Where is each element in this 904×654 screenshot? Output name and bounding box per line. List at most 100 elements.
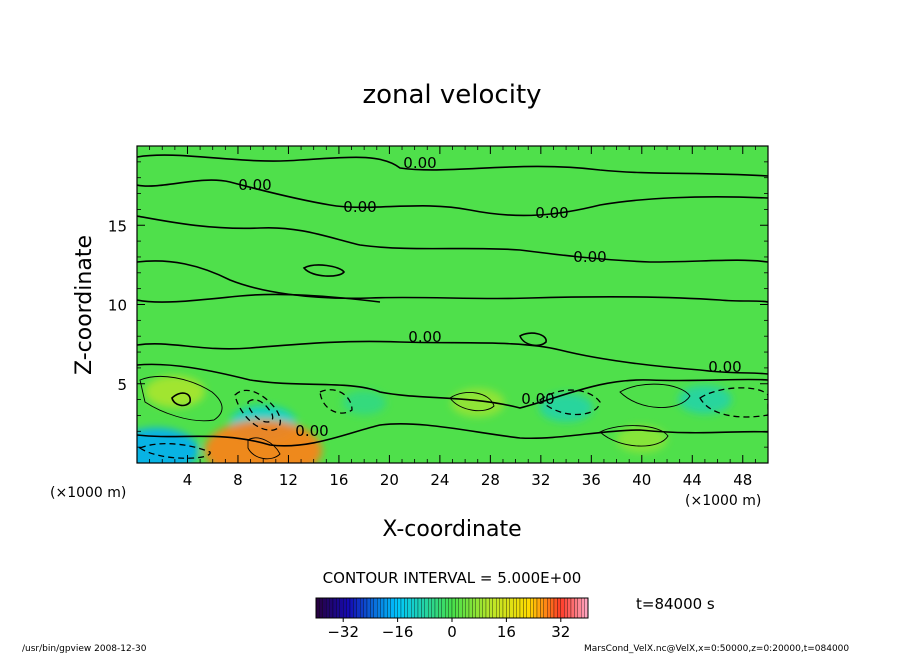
x-axis: 4 8 12 16 20 24 28 32 36 40 44 48 [149, 146, 756, 489]
colorbar-cell [560, 597, 565, 619]
colorbar-cell [564, 597, 568, 619]
footer-right: MarsCond_VelX.nc@VelX,x=0:50000,z=0:2000… [584, 644, 849, 654]
colorbar-cell [387, 597, 391, 619]
colorbar-cell [485, 597, 490, 619]
x-tick-label-8: 36 [582, 471, 601, 489]
colorbar-cell [383, 597, 388, 619]
contour-label-6: 0.00 [521, 390, 554, 408]
colorbar-cell [581, 597, 585, 619]
y-tick-label-1: 10 [108, 297, 127, 315]
colorbar-cell [332, 597, 337, 619]
colorbar-cell [523, 597, 527, 619]
x-tick-label-3: 16 [329, 471, 348, 489]
colorbar-cell [502, 597, 507, 619]
colorbar-cell [319, 597, 323, 619]
colorbar-cell [570, 597, 575, 619]
time-label: t=84000 s [636, 595, 715, 613]
contour-label-8: 0.00 [708, 358, 741, 376]
colorbar-cell [343, 597, 347, 619]
x-tick-label-11: 48 [733, 471, 752, 489]
colorbar-cell [366, 597, 371, 619]
colorbar-cell [509, 597, 514, 619]
colorbar-cell [584, 597, 589, 619]
colorbar-cell [482, 597, 487, 619]
x-tick-label-5: 24 [430, 471, 449, 489]
colorbar-tick-label-4: 32 [551, 623, 570, 641]
colorbar-cell [455, 597, 459, 619]
colorbar-cell [479, 597, 483, 619]
colorbar-cell [462, 597, 466, 619]
field-background [137, 146, 768, 463]
x-tick-label-9: 40 [632, 471, 651, 489]
colorbar-cell [373, 597, 378, 619]
y-tick-label-0: 5 [117, 376, 127, 394]
field-feature-7 [342, 390, 387, 415]
colorbar-cell [336, 597, 340, 619]
contour-label-3: 0.00 [535, 204, 568, 222]
colorbar-cell [526, 597, 531, 619]
x-tick-label-1: 8 [233, 471, 243, 489]
colorbar-cell [472, 597, 476, 619]
colorbar-cell [557, 597, 561, 619]
contour-label-2: 0.00 [343, 198, 376, 216]
colorbar-cell [441, 597, 446, 619]
colorbar-cell [465, 597, 470, 619]
colorbar-cell [356, 597, 361, 619]
colorbar-cell [553, 597, 558, 619]
colorbar-cell [363, 597, 368, 619]
x-unit-right-label: (×1000 m) [685, 493, 761, 509]
colorbar-cell [458, 597, 463, 619]
y-axis-label: Z-coordinate [72, 235, 97, 375]
x-tick-label-10: 44 [683, 471, 702, 489]
x-tick-label-4: 20 [380, 471, 399, 489]
colorbar-cell [397, 597, 402, 619]
colorbar-cell [349, 597, 354, 619]
plot-area [137, 146, 768, 463]
colorbar-cell [390, 597, 395, 619]
colorbar-cell [540, 597, 544, 619]
colorbar [315, 597, 589, 619]
colorbar-cell [513, 597, 517, 619]
negative-contours [138, 387, 768, 459]
colorbar-cell [417, 597, 422, 619]
colorbar-cell [506, 597, 510, 619]
colorbar-cell [547, 597, 551, 619]
colorbar-cell [380, 597, 385, 619]
field-feature-2 [204, 419, 322, 463]
contour-lines [137, 154, 768, 447]
colorbar-cell [567, 597, 572, 619]
colorbar-cell [394, 597, 398, 619]
colorbar-cell [428, 597, 432, 619]
contour-label-7: 0.00 [295, 422, 328, 440]
positive-contours [139, 375, 691, 460]
colorbar-tick-label-0: −32 [327, 623, 359, 641]
colorbar-cell [424, 597, 429, 619]
colorbar-cell [315, 597, 320, 619]
colorbar-cell [421, 597, 425, 619]
colorbar-cell [530, 597, 534, 619]
colorbar-cell [550, 597, 555, 619]
colorbar-cell [407, 597, 412, 619]
contour-label-5: 0.00 [408, 328, 441, 346]
colorbar-cell [346, 597, 351, 619]
colorbar-tick-label-3: 16 [497, 623, 516, 641]
colorbar-cell [434, 597, 439, 619]
contour-label-4: 0.00 [573, 248, 606, 266]
field-feature-3 [137, 427, 199, 463]
colorbar-cell [516, 597, 521, 619]
colorbar-cell [451, 597, 456, 619]
colorbar-cell [438, 597, 442, 619]
colorbar-cell [322, 597, 327, 619]
y-axis: 5 10 15 [108, 161, 768, 448]
colorbar-cell [329, 597, 334, 619]
field-feature-5 [678, 385, 732, 414]
colorbar-cell [353, 597, 357, 619]
colorbar-tick-label-2: 0 [447, 623, 457, 641]
colorbar-cell [404, 597, 408, 619]
colorbar-cell [492, 597, 497, 619]
field-feature-8 [616, 425, 667, 453]
colorbar-cell [411, 597, 415, 619]
x-axis-label: X-coordinate [382, 517, 521, 542]
colorbar-cell [339, 597, 344, 619]
